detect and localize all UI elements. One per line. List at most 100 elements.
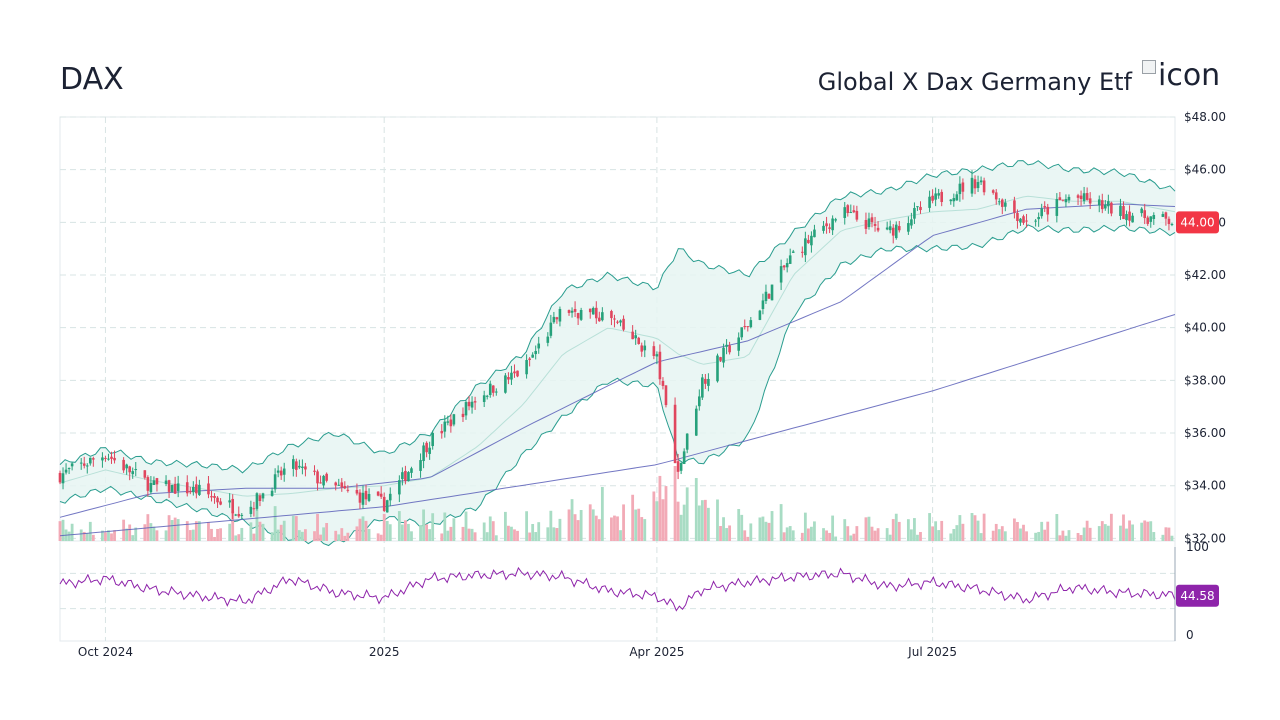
- volume-bar: [682, 504, 686, 541]
- volume-bar: [1103, 524, 1107, 541]
- candle-body: [234, 514, 238, 516]
- candle-body: [358, 492, 362, 503]
- candle-body: [261, 493, 265, 499]
- volume-bar: [846, 526, 850, 541]
- candle-body: [1064, 199, 1068, 203]
- candle-body: [1104, 204, 1107, 209]
- candle-body: [1076, 195, 1080, 198]
- volume-bar: [340, 528, 344, 541]
- volume-bar: [173, 517, 177, 541]
- candle-body: [376, 491, 380, 496]
- volume-bar: [979, 533, 983, 541]
- candle-body: [737, 337, 740, 351]
- candle-body: [252, 508, 256, 510]
- volume-bar: [237, 534, 241, 541]
- volume-bar: [828, 532, 831, 541]
- volume-bar: [764, 521, 768, 541]
- volume-bar: [931, 526, 935, 541]
- candle-body: [867, 218, 871, 228]
- volume-bar: [1058, 535, 1062, 541]
- volume-bar: [1149, 521, 1153, 541]
- volume-bar: [634, 509, 638, 541]
- candle-body: [570, 310, 574, 313]
- last-price-label: 44.00: [1180, 215, 1214, 229]
- candle-body: [1140, 208, 1143, 214]
- candle-body: [970, 177, 974, 194]
- volume-bar: [291, 515, 295, 541]
- volume-bar: [425, 524, 429, 541]
- candle-body: [482, 395, 486, 402]
- candle-body: [516, 370, 519, 377]
- volume-bar: [855, 526, 859, 541]
- volume-bar: [228, 523, 232, 541]
- volume-bar: [149, 523, 153, 541]
- volume-bar: [991, 530, 995, 541]
- volume-bar: [197, 521, 201, 541]
- candle-body: [767, 293, 771, 299]
- candle-body: [876, 227, 880, 231]
- volume-bar: [894, 513, 898, 541]
- volume-bar: [716, 499, 719, 541]
- candle-body: [164, 480, 168, 485]
- volume-bar: [273, 506, 277, 541]
- candle-body: [279, 470, 283, 476]
- volume-bar: [1082, 527, 1086, 541]
- volume-bar: [746, 536, 750, 541]
- volume-bar: [994, 523, 998, 541]
- volume-bar: [276, 529, 280, 541]
- candle-body: [661, 380, 665, 386]
- candle-body: [449, 419, 453, 427]
- candle-body: [82, 463, 86, 466]
- candle-body: [749, 320, 753, 328]
- candle-body: [1058, 197, 1062, 201]
- volume-bar: [382, 513, 386, 541]
- candle-body: [470, 401, 474, 408]
- volume-bar: [1067, 530, 1071, 541]
- candle-body: [1037, 217, 1040, 220]
- candle-body: [273, 474, 277, 490]
- volume-bar: [207, 522, 210, 541]
- volume-bar: [640, 517, 644, 541]
- time-tick-label: Oct 2024: [78, 645, 133, 659]
- volume-bar: [316, 513, 319, 541]
- volume-bar: [703, 499, 707, 541]
- price-tick-label: $34.00: [1184, 479, 1226, 493]
- candle-body: [61, 473, 65, 484]
- candle-body: [1046, 206, 1050, 215]
- candle-body: [298, 465, 301, 468]
- candle-body: [634, 335, 637, 339]
- candle-body: [1100, 200, 1104, 210]
- candle-body: [955, 194, 959, 201]
- volume-bar: [110, 533, 113, 541]
- candle-body: [652, 346, 656, 356]
- price-tick-label: $32.00: [1184, 531, 1226, 545]
- volume-bar: [219, 528, 222, 541]
- volume-bar: [958, 515, 962, 541]
- candle-body: [440, 430, 444, 434]
- candlesticks: [58, 170, 1174, 520]
- volume-bar: [928, 513, 931, 541]
- rsi-panel-frame: [59, 540, 1176, 642]
- candle-body: [655, 354, 659, 357]
- volume-bar: [867, 516, 871, 541]
- volume-bar: [407, 523, 410, 541]
- candle-body: [743, 326, 747, 328]
- volume-bar: [813, 521, 816, 541]
- volume-bar: [655, 501, 659, 541]
- moving-average-50: [59, 203, 1176, 518]
- candle-body: [525, 360, 528, 375]
- candle-body: [1161, 214, 1165, 217]
- candle-body: [443, 421, 447, 432]
- candle-body: [185, 482, 189, 494]
- candle-body: [791, 251, 795, 253]
- volume-bar: [1019, 528, 1022, 541]
- volume-bar: [570, 499, 574, 541]
- candle-body: [973, 179, 977, 189]
- candle-body: [1082, 193, 1086, 202]
- candle-body: [219, 501, 222, 505]
- candle-body: [785, 263, 789, 268]
- volume-bar: [906, 519, 910, 541]
- volume-bar: [552, 527, 556, 541]
- candle-body: [364, 490, 368, 500]
